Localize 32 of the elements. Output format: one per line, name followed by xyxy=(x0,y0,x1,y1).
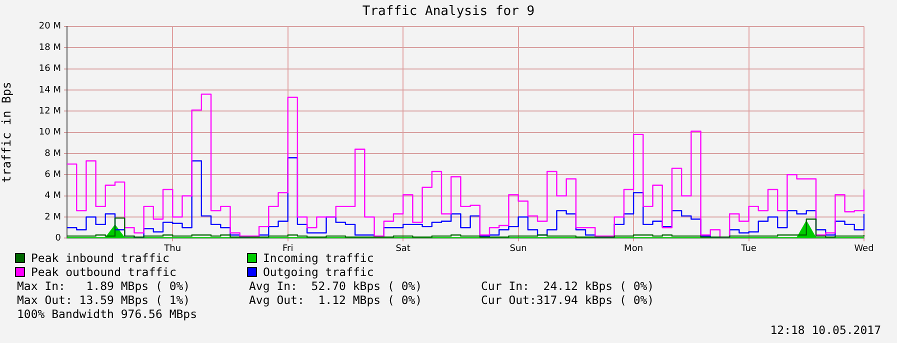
y-tick-label: 0 xyxy=(55,234,62,244)
text: Max Out: 13.59 MBps ( 1%) xyxy=(17,293,190,307)
y-tick-label: 10 M xyxy=(38,128,61,138)
x-tick-label: Mon xyxy=(624,244,644,254)
legend-label: Peak outbound traffic xyxy=(31,265,176,279)
legend-label: Peak inbound traffic xyxy=(31,251,170,265)
text: 12:18 10.05.2017 xyxy=(770,323,881,337)
y-tick-label: 4 M xyxy=(44,191,61,202)
x-tick-label: Fri xyxy=(282,244,294,254)
text: Avg Out: 1.12 MBps ( 0%) xyxy=(249,293,422,307)
y-tick-label: 16 M xyxy=(38,64,61,74)
y-tick-label: 18 M xyxy=(38,42,61,53)
y-tick-label: 8 M xyxy=(44,148,61,159)
text: Avg In: 52.70 kBps ( 0%) xyxy=(249,279,422,293)
x-tick-label: Wed xyxy=(854,244,874,254)
text: 100% Bandwidth 976.56 MBps xyxy=(17,307,198,321)
x-tick-label: Sat xyxy=(396,244,411,254)
text: Max In: 1.89 MBps ( 0%) xyxy=(17,279,190,293)
y-tick-label: 6 M xyxy=(44,170,61,180)
y-tick-label: 20 M xyxy=(38,22,61,32)
legend-label: Outgoing traffic xyxy=(263,265,374,279)
text: Cur Out:317.94 kBps ( 0%) xyxy=(481,293,654,307)
text: Cur In: 24.12 kBps ( 0%) xyxy=(481,279,654,293)
x-tick-label: Sun xyxy=(510,244,527,254)
y-tick-label: 12 M xyxy=(38,106,61,116)
y-tick-label: 2 M xyxy=(44,212,61,222)
y-tick-label: 14 M xyxy=(38,85,61,96)
x-tick-label: Tue xyxy=(740,244,757,254)
x-tick-label: Thu xyxy=(163,244,182,254)
chart-title: Traffic Analysis for 9 xyxy=(361,4,536,19)
y-axis-title: traffic in Bps xyxy=(0,82,14,183)
legend-label: Incoming traffic xyxy=(263,251,374,265)
